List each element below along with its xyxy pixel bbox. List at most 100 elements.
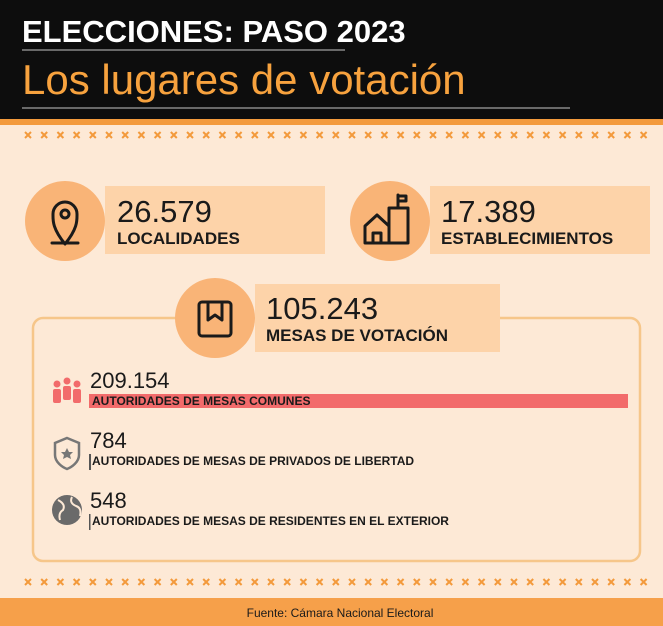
cross <box>429 131 437 139</box>
cross <box>623 131 632 139</box>
cross-pattern <box>24 578 648 586</box>
cross <box>170 131 178 139</box>
cross <box>510 131 518 139</box>
cross <box>72 578 81 586</box>
cross-pattern <box>24 131 648 139</box>
footer-band <box>0 598 663 626</box>
row-number: 784 <box>90 428 127 453</box>
value-bar <box>89 514 91 530</box>
cross <box>218 131 227 139</box>
stat-label: LOCALIDADES <box>117 229 240 248</box>
cross <box>170 578 178 586</box>
header-stripe <box>0 119 663 125</box>
cross <box>267 131 275 139</box>
cross <box>251 131 259 139</box>
cross <box>267 578 275 586</box>
cross <box>315 578 324 586</box>
cross <box>591 578 599 586</box>
cross <box>24 578 32 586</box>
stat-label: MESAS DE VOTACIÓN <box>266 326 448 345</box>
row-caption: AUTORIDADES DE MESAS DE PRIVADOS DE LIBE… <box>92 454 414 468</box>
cross <box>234 131 243 139</box>
cross <box>121 131 129 139</box>
cross <box>202 131 210 139</box>
cross <box>315 131 324 139</box>
stat-number: 17.389 <box>441 194 536 229</box>
cross <box>24 131 32 139</box>
cross <box>591 131 599 139</box>
cross <box>429 578 437 586</box>
cross <box>283 131 291 139</box>
building-icon <box>363 193 410 245</box>
ballot-box-icon <box>197 300 233 338</box>
cross <box>413 131 421 139</box>
cross <box>72 131 81 139</box>
stat-number: 105.243 <box>266 291 378 326</box>
cross <box>299 578 308 586</box>
cross <box>364 131 372 139</box>
cross <box>186 131 194 139</box>
cross <box>510 578 518 586</box>
value-bar <box>89 454 92 470</box>
cross <box>332 131 340 139</box>
cross <box>445 578 453 586</box>
cross <box>348 131 356 139</box>
location-icon <box>50 200 80 246</box>
header-band <box>0 0 663 119</box>
cross <box>558 131 567 139</box>
cross <box>56 131 65 139</box>
shield-icon <box>53 436 81 471</box>
source: Fuente: Cámara Nacional Electoral <box>247 606 434 620</box>
cross <box>202 578 210 586</box>
cross <box>186 578 194 586</box>
cross <box>89 131 97 139</box>
cross <box>299 131 308 139</box>
cross <box>348 578 356 586</box>
cross <box>477 578 486 586</box>
cross <box>105 578 113 586</box>
cross <box>477 131 486 139</box>
cross <box>494 578 502 586</box>
cross <box>153 131 162 139</box>
stat-panel <box>430 186 650 254</box>
cross <box>137 131 146 139</box>
cross <box>105 131 113 139</box>
cross <box>40 578 48 586</box>
row-caption: AUTORIDADES DE MESAS COMUNES <box>92 394 310 408</box>
cross <box>526 578 534 586</box>
cross <box>639 131 648 139</box>
cross <box>542 131 551 139</box>
cross <box>153 578 162 586</box>
cross <box>40 131 48 139</box>
cross <box>542 578 551 586</box>
globe-icon <box>52 495 82 525</box>
cross <box>364 578 372 586</box>
cross <box>558 578 567 586</box>
cross <box>234 578 243 586</box>
people-icon <box>53 377 81 403</box>
cross <box>332 578 340 586</box>
cross <box>445 131 453 139</box>
title: ELECCIONES: PASO 2023 <box>22 14 406 49</box>
value-bar <box>89 394 628 408</box>
cross <box>218 578 227 586</box>
cross <box>575 131 583 139</box>
cross <box>623 578 632 586</box>
stat-number: 26.579 <box>117 194 212 229</box>
cross <box>56 578 65 586</box>
cross <box>283 578 291 586</box>
stat-panel <box>255 284 500 352</box>
cross <box>494 131 502 139</box>
cross <box>607 131 615 139</box>
cross <box>607 578 615 586</box>
row-number: 209.154 <box>90 368 170 393</box>
cross <box>396 131 405 139</box>
cross <box>380 578 389 586</box>
stat-circle <box>25 181 105 261</box>
cross <box>461 131 470 139</box>
stat-circle <box>175 278 255 358</box>
cross <box>380 131 389 139</box>
row-number: 548 <box>90 488 127 513</box>
cross <box>121 578 129 586</box>
